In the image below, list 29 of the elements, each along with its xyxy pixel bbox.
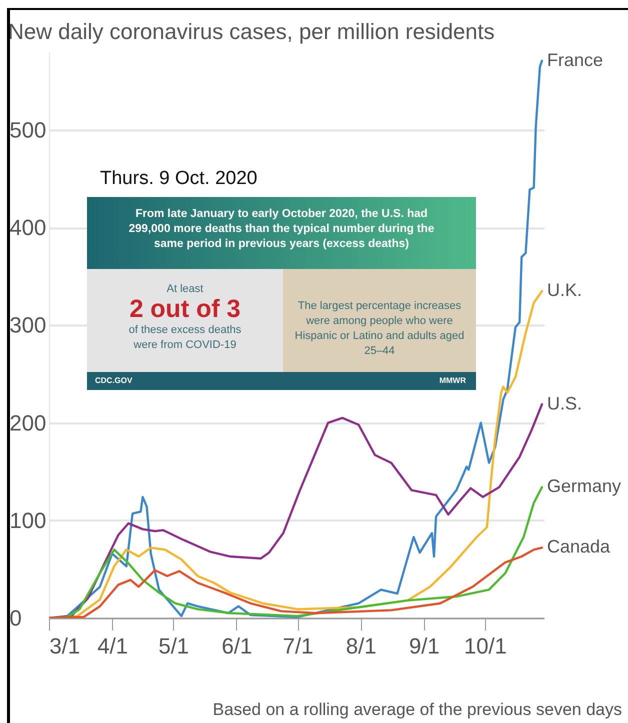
x-tick-label: 4/1 [97,634,128,658]
x-tick-label: 7/1 [282,634,314,658]
annotation: CDC.GOV [95,376,132,385]
annotation: At least [166,283,204,295]
series-label: France [546,50,603,70]
annotation: 2 out of 3 [128,295,242,323]
series-label: Canada [546,536,612,557]
x-tick-label: 5/1 [158,634,190,658]
annotation: MMWR [439,376,466,385]
y-tick-label: 500 [10,118,46,143]
x-tick-label: 9/1 [409,634,440,658]
y-tick-label: 0 [10,606,22,630]
annotation: Thurs. 9 Oct. 2020 [100,168,258,190]
y-tick-label: 400 [10,215,46,240]
y-tick-label: 100 [10,508,46,533]
series-label: Germany [546,476,621,496]
series-label: U.K. [546,280,582,300]
x-tick-label: 10/1 [464,634,507,658]
x-tick-label: 6/1 [222,634,252,658]
x-tick-label: 8/1 [346,634,376,658]
series-label: U.S. [546,393,582,414]
annotation: From late January to early October 2020, the U.S. had 299,000 more deaths than the typical number during the same period in previous years (excess deaths) [87,197,476,269]
y-tick-label: 200 [10,410,46,436]
text: Based on a rolling average of the previous seven days [212,700,622,720]
annotation: of these excess deaths were from COVID-19 [128,323,242,353]
y-tick-label: 300 [10,312,46,338]
x-tick-label: 3/1 [50,634,80,658]
annotation: The largest percentage increases were among people who were Hispanic or Latino and adults aged 25–44 [283,269,476,372]
chart-title: New daily coronavirus cases, per million residents [8,18,495,44]
